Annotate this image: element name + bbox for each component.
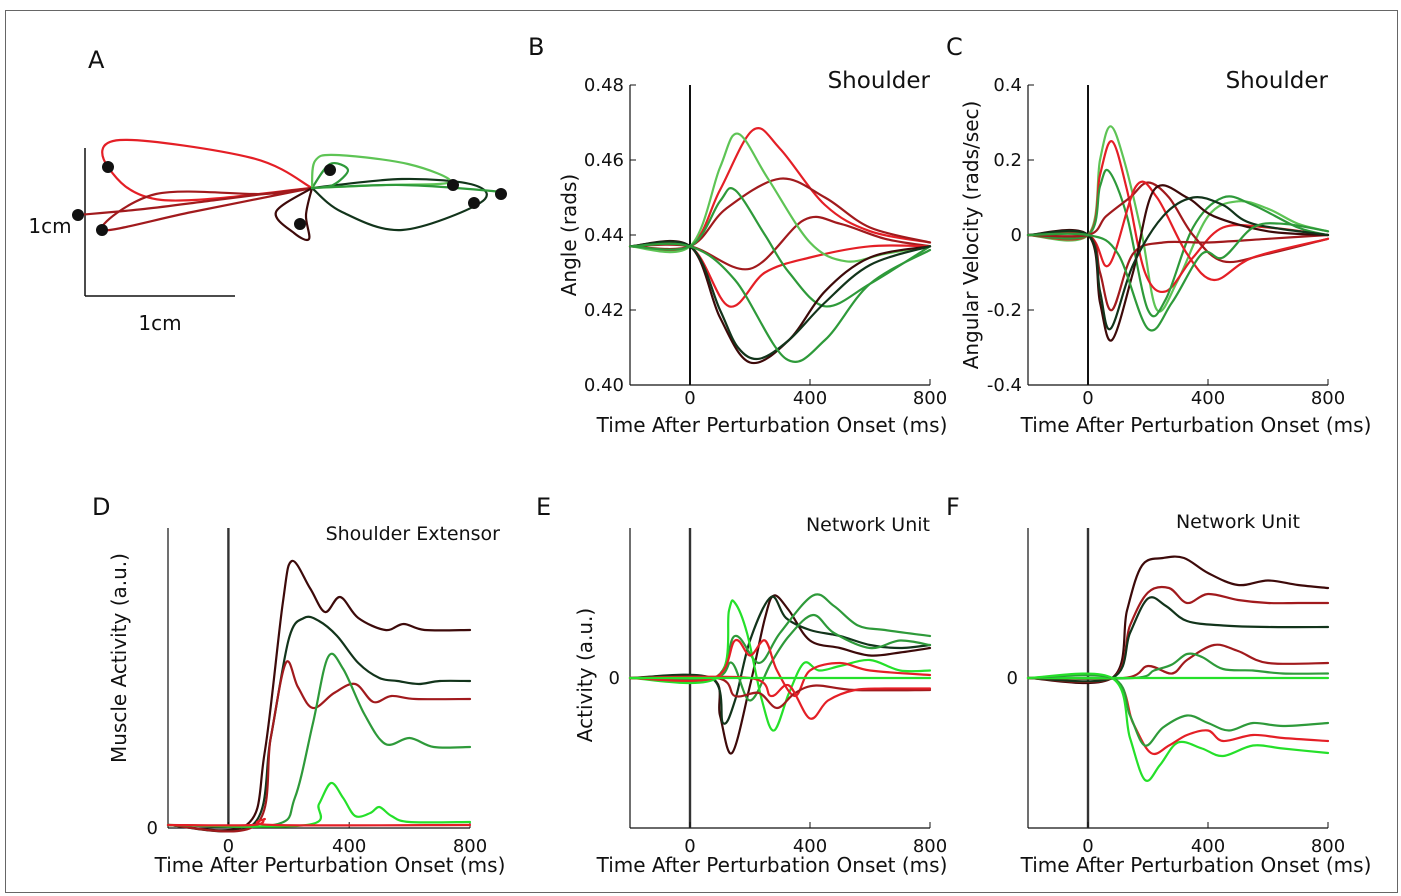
endpoint-dot (324, 164, 336, 176)
trajectory-red (101, 138, 314, 202)
x-axis-title: Time After Perturbation Onset (ms) (596, 853, 948, 877)
y-tick-label: -0.4 (987, 375, 1022, 396)
x-tick-label: 800 (453, 836, 487, 857)
x-tick-label: 0 (1082, 836, 1093, 857)
panel-b: B Shoulder 0 400 800 0.40 0.42 0.44 0.46 0.48 Time… (528, 33, 947, 437)
series-line-mid-green (166, 652, 472, 829)
panel-title-e: Network Unit (806, 514, 930, 536)
x-axis-title: Time After Perturbation Onset (ms) (154, 853, 506, 877)
series-line-bright-green (166, 781, 472, 828)
endpoint-dot (468, 197, 480, 209)
y-tick-label: 0 (1011, 225, 1022, 246)
series-line-red (1026, 180, 1330, 282)
y-axis-title: Activity (a.u.) (573, 608, 597, 742)
trajectory-maroon (274, 186, 314, 242)
series-line-mid-green (628, 242, 932, 363)
series-line-mid-green (628, 187, 932, 308)
panel-a: A 1cm 1cm (28, 46, 507, 335)
series-line-dark-green (628, 595, 932, 725)
y-tick-label: 0.4 (993, 75, 1022, 96)
panel-label-c: C (946, 33, 963, 61)
series-line-mid-green (1026, 222, 1330, 332)
x-tick-label: 800 (1311, 388, 1345, 409)
series-line-mid-green (1026, 674, 1330, 747)
panel-label-f: F (946, 493, 960, 521)
y-tick-label: 0.42 (584, 300, 624, 321)
endpoint-dot (495, 188, 507, 200)
x-tick-label: 0 (1082, 388, 1093, 409)
series-group (1026, 125, 1330, 342)
series-line-mid-green (1026, 168, 1330, 318)
series-line-red (628, 638, 932, 698)
series-line-dark-green (1026, 195, 1330, 331)
y-tick-label: 0.48 (584, 75, 624, 96)
endpoint-dot (96, 224, 108, 236)
endpoint-dot (294, 218, 306, 230)
series-line-dark-green (628, 240, 932, 361)
y-tick-label: -0.2 (987, 300, 1022, 321)
series-group (166, 559, 472, 833)
y-tick-label: 0.44 (584, 225, 624, 246)
series-group (1026, 555, 1330, 783)
endpoint-dot (447, 179, 459, 191)
series-line-maroon (1026, 555, 1330, 685)
scalebar-y-label: 1cm (28, 214, 71, 238)
panel-label-a: A (88, 46, 105, 74)
figure-border (5, 10, 1398, 893)
x-axis-title: Time After Perturbation Onset (ms) (1020, 413, 1372, 437)
series-line-dark-green (1026, 596, 1330, 683)
panel-label-b: B (528, 33, 544, 61)
x-axis-title: Time After Perturbation Onset (ms) (596, 413, 948, 437)
panel-title-d: Shoulder Extensor (326, 523, 501, 545)
x-tick-label: 400 (793, 836, 827, 857)
series-line-dark-red (628, 675, 932, 710)
x-tick-label: 400 (332, 836, 366, 857)
series-group (628, 127, 932, 365)
y-tick-label: 0 (147, 818, 158, 839)
panel-label-e: E (536, 493, 551, 521)
y-tick-label: 0 (1007, 668, 1018, 689)
x-tick-label: 0 (684, 388, 695, 409)
x-axis-title: Time After Perturbation Onset (ms) (1020, 853, 1372, 877)
y-tick-label: 0 (609, 668, 620, 689)
x-tick-label: 400 (1191, 388, 1225, 409)
y-tick-label: 0.40 (584, 375, 624, 396)
series-line-maroon (166, 559, 472, 832)
x-tick-label: 400 (1191, 836, 1225, 857)
series-line-mid-green (628, 613, 932, 702)
scalebar-x-label: 1cm (138, 311, 181, 335)
endpoint-dot (102, 161, 114, 173)
series-line-dark-red (1026, 231, 1330, 312)
panel-c: C Shoulder 0 400 800 -0.4 -0.2 0 0.2 0.4 Time Afte… (946, 33, 1371, 437)
y-tick-label: 0.2 (993, 150, 1022, 171)
endpoint-dot (72, 209, 84, 221)
x-tick-label: 0 (223, 836, 234, 857)
panel-label-d: D (92, 493, 110, 521)
series-line-light-green (1026, 125, 1330, 313)
panel-title-c: Shoulder (1226, 68, 1329, 94)
y-axis-title: Angular Velocity (rads/sec) (959, 101, 983, 370)
y-tick-label: 0.46 (584, 150, 624, 171)
x-tick-label: 800 (913, 388, 947, 409)
panel-title-f: Network Unit (1176, 511, 1300, 533)
series-line-bright-green (628, 599, 932, 732)
y-axis-title: Muscle Activity (a.u.) (107, 553, 131, 763)
x-tick-label: 400 (793, 388, 827, 409)
trajectory-dark-red (100, 186, 314, 232)
x-tick-label: 800 (913, 836, 947, 857)
series-group (628, 593, 932, 755)
x-tick-label: 0 (684, 836, 695, 857)
series-line-red (166, 817, 472, 827)
panel-title-b: Shoulder (828, 68, 931, 94)
x-tick-label: 800 (1311, 836, 1345, 857)
y-axis-title: Angle (rads) (557, 174, 581, 296)
series-line-bright-green (1026, 672, 1330, 783)
